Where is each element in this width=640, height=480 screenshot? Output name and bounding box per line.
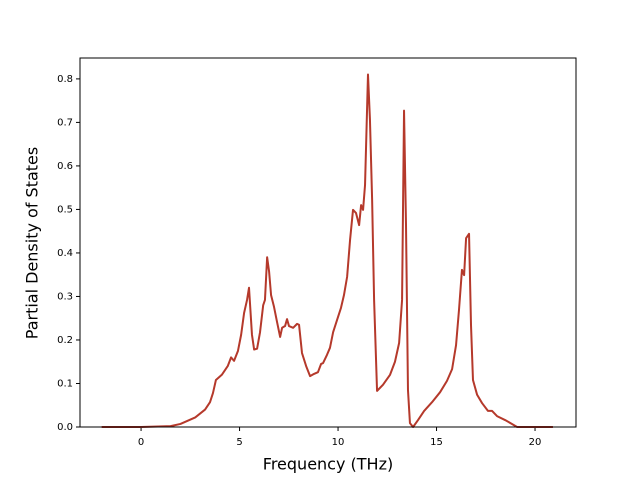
x-tick-label: 15 — [430, 437, 443, 448]
y-tick-label: 0.4 — [57, 248, 73, 259]
y-tick-label: 0.7 — [57, 117, 73, 128]
x-tick-label: 10 — [332, 437, 345, 448]
y-tick-label: 0.0 — [57, 422, 73, 433]
y-tick-label: 0.3 — [57, 291, 73, 302]
y-tick-label: 0.6 — [57, 161, 73, 172]
x-tick-label: 20 — [529, 437, 542, 448]
data-line — [101, 73, 553, 428]
y-tick-label: 0.5 — [57, 204, 73, 215]
y-tick-label: 0.1 — [57, 378, 73, 389]
plot-frame — [79, 57, 577, 428]
y-tick-label: 0.8 — [57, 74, 73, 85]
y-axis-label: Partial Density of States — [23, 147, 42, 339]
y-tick-label: 0.2 — [57, 335, 73, 346]
x-tick-label: 0 — [138, 437, 144, 448]
x-axis-label: Frequency (THz) — [263, 455, 393, 474]
x-tick-label: 5 — [236, 437, 242, 448]
